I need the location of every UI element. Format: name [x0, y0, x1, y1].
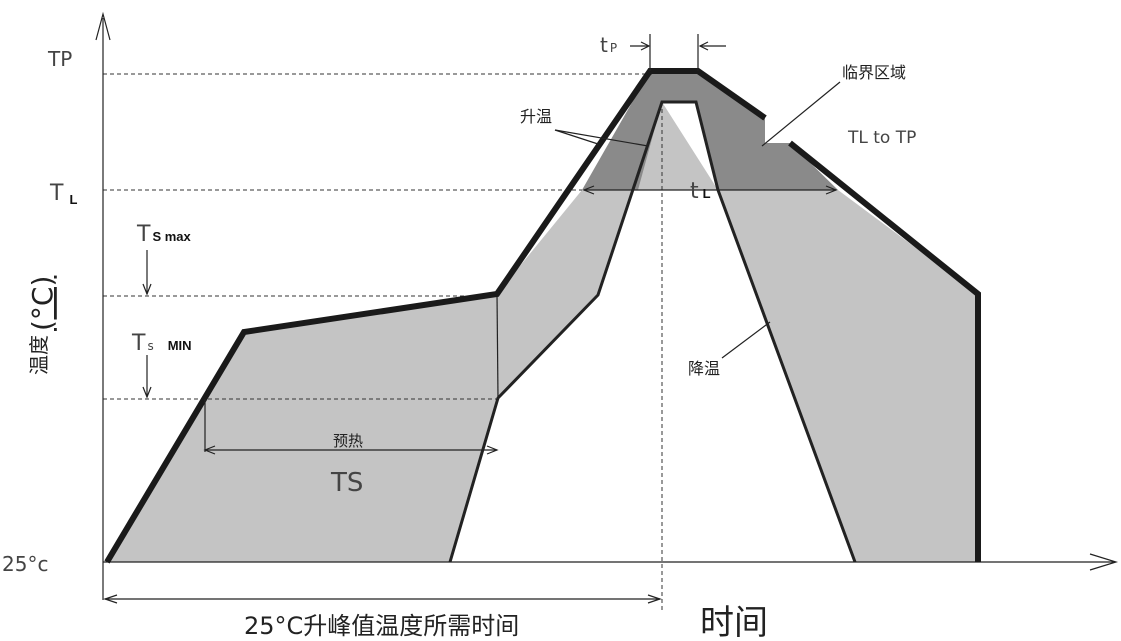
tl-dim-right-head	[825, 185, 838, 195]
heating-leader-2	[554, 129, 649, 147]
tsmax-arrow-head	[142, 283, 152, 296]
tp-dim-right-head	[698, 41, 709, 51]
upper-profile	[104, 68, 767, 564]
heating-label: 升温	[520, 107, 552, 126]
preheat-dim-right-head	[486, 445, 499, 455]
heating-leader-1	[554, 129, 599, 145]
cooling-label: 降温	[688, 359, 720, 378]
critical-leader	[761, 81, 841, 147]
tl-to-tp-label: TL to TP	[847, 128, 916, 148]
tl-dim-left-head	[582, 185, 595, 195]
preheat-label: 预热	[333, 432, 363, 450]
time-label: 时间	[700, 603, 768, 641]
upper-profile-tail	[788, 140, 981, 562]
tsmin-arrow-head	[142, 386, 152, 399]
y-axis-arrow	[95, 11, 111, 41]
t25-label: 25°c	[2, 552, 48, 576]
x-axis-arrow	[1089, 553, 1119, 571]
tp-dim-left-head	[640, 41, 651, 51]
y-axis-title-unit: (°C)	[26, 276, 59, 331]
ts-label: TS	[330, 468, 363, 498]
tp-label: TP	[47, 47, 72, 71]
critical-label: 临界区域	[842, 63, 906, 82]
y-axis-title-cjk: 温度	[27, 335, 51, 375]
preheat-dim-left-head	[203, 445, 216, 455]
preheat-area	[107, 102, 978, 562]
bottom-caption: 25°C升峰值温度所需时间	[244, 612, 519, 640]
critical-area	[582, 71, 838, 190]
time-dim-right-head	[647, 594, 662, 604]
y-axis-title: 温度 (°C)	[26, 276, 59, 375]
time-dim-left-head	[103, 594, 118, 604]
cooling-leader	[721, 321, 771, 359]
preheat-end-edge	[496, 293, 499, 399]
